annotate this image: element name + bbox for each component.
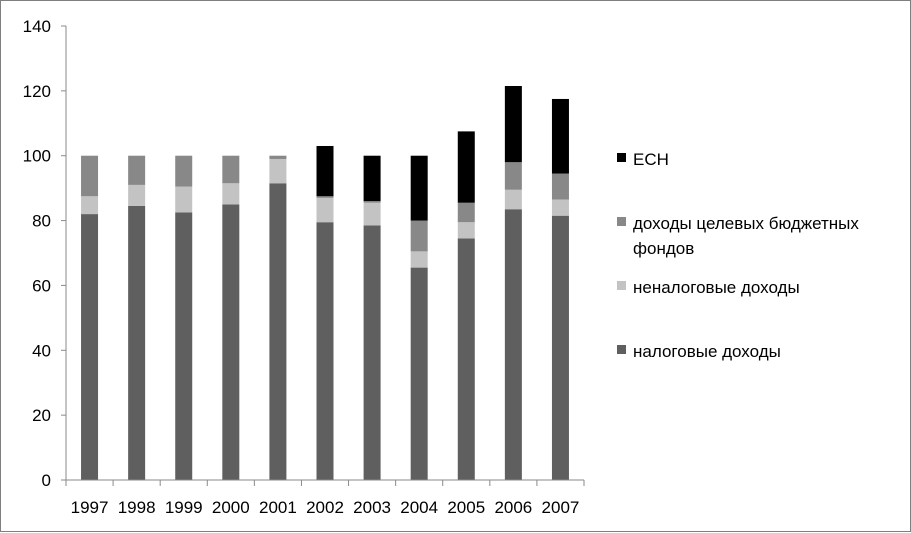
bar-segment xyxy=(457,131,475,203)
bar-segment xyxy=(269,158,287,184)
bar-segment xyxy=(81,196,99,215)
bar-segment xyxy=(128,184,146,206)
legend-label: неналоговые доходы xyxy=(633,278,800,297)
bar-segment xyxy=(269,155,287,159)
y-tick-label: 140 xyxy=(23,17,51,36)
bar-segment xyxy=(410,267,428,480)
bar-segment xyxy=(316,222,334,480)
bar-segment xyxy=(128,155,146,185)
x-tick-label: 2004 xyxy=(400,498,438,517)
bar-segment xyxy=(504,85,522,163)
legend-label: налоговые доходы xyxy=(633,342,781,361)
x-tick-label: 2006 xyxy=(494,498,532,517)
bar-segment xyxy=(222,155,240,184)
bar-segment xyxy=(363,155,381,202)
bar-segment xyxy=(551,98,569,174)
bar-segment xyxy=(410,155,428,221)
legend-swatch xyxy=(617,281,626,290)
bar-segment xyxy=(316,197,334,223)
y-tick-label: 40 xyxy=(32,341,51,360)
bars xyxy=(81,85,569,481)
bar-segment xyxy=(551,173,569,200)
bar-segment xyxy=(457,238,475,480)
legend-label: доходы целевых бюджетных фондов xyxy=(633,214,859,258)
bar-segment xyxy=(175,155,193,187)
y-tick-label: 60 xyxy=(32,276,51,295)
y-tick-label: 0 xyxy=(42,471,51,490)
legend-label: ЕСН xyxy=(633,150,669,169)
bar-segment xyxy=(410,251,428,268)
x-tick-label: 1998 xyxy=(118,498,156,517)
bar-segment xyxy=(410,220,428,252)
x-tick-label: 1999 xyxy=(165,498,203,517)
x-axis: 1997 1998 1999 2000 2001 2002 2003 2004 2005 2006… xyxy=(65,479,585,517)
bar-segment xyxy=(504,189,522,210)
y-tick-label: 100 xyxy=(23,147,51,166)
bar-segment xyxy=(128,205,146,480)
bar-segment xyxy=(551,215,569,480)
bar-segment xyxy=(222,183,240,205)
x-tick-label: 2001 xyxy=(259,498,297,517)
bar-segment xyxy=(363,201,381,203)
bar-segment xyxy=(551,199,569,216)
bar-segment xyxy=(316,196,334,198)
x-tick-label: 2003 xyxy=(353,498,391,517)
x-tick-label: 2000 xyxy=(212,498,250,517)
legend-swatch xyxy=(617,217,626,226)
y-axis: 0 20 40 60 80 100 120 140 xyxy=(23,17,67,490)
bar-segment xyxy=(504,162,522,190)
x-tick-label: 1997 xyxy=(71,498,109,517)
bar-segment xyxy=(175,212,193,480)
x-tick-label: 2005 xyxy=(447,498,485,517)
x-tick-label: 2002 xyxy=(306,498,344,517)
legend-swatch xyxy=(617,345,626,354)
bar-segment xyxy=(81,214,99,481)
bar-segment xyxy=(316,145,334,197)
y-tick-label: 120 xyxy=(23,82,51,101)
bar-segment xyxy=(222,204,240,480)
bar-segment xyxy=(269,183,287,480)
y-tick-label: 80 xyxy=(32,212,51,231)
bar-segment xyxy=(175,186,193,213)
legend-swatch xyxy=(617,153,626,162)
bar-segment xyxy=(457,202,475,223)
bar-segment xyxy=(457,222,475,239)
x-tick-label: 2007 xyxy=(542,498,580,517)
bar-segment xyxy=(81,155,99,197)
bar-segment xyxy=(504,209,522,480)
bar-segment xyxy=(363,202,381,226)
y-tick-label: 20 xyxy=(32,406,51,425)
bar-segment xyxy=(363,225,381,480)
legend: ЕСН доходы целевых бюджетных фондов неналог… xyxy=(617,150,859,361)
